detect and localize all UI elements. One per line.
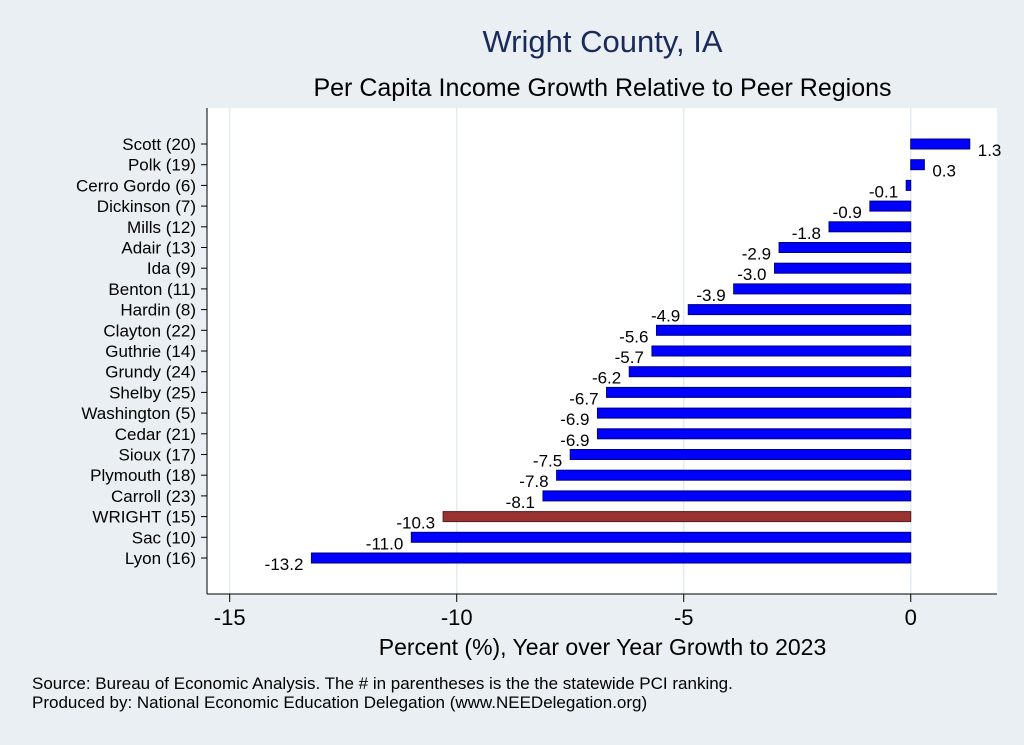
category-label: Adair (13) [121, 239, 196, 258]
value-label: -3.0 [737, 265, 766, 284]
category-label: Polk (19) [128, 156, 196, 175]
x-tick-label: -5 [674, 605, 694, 630]
category-label: Guthrie (14) [105, 342, 196, 361]
value-label: -5.7 [615, 348, 644, 367]
bar [569, 449, 912, 460]
value-label: -6.9 [560, 410, 589, 429]
bars [310, 138, 971, 564]
value-label: -6.9 [560, 431, 589, 450]
bar [778, 242, 912, 253]
category-label: Cerro Gordo (6) [76, 176, 196, 195]
bar [655, 324, 912, 336]
x-tick-label: -10 [441, 605, 473, 630]
value-label: -8.1 [506, 493, 535, 512]
value-label: -0.1 [869, 182, 898, 201]
category-label: Sac (10) [132, 528, 196, 547]
category-label: Cedar (21) [115, 425, 196, 444]
category-label: Ida (9) [147, 259, 196, 278]
bar [556, 469, 912, 481]
value-label: -13.2 [265, 555, 304, 574]
bar [910, 138, 971, 150]
value-label: 1.3 [978, 141, 1002, 160]
bar [905, 179, 912, 191]
category-label: Benton (11) [108, 280, 196, 299]
category-label: WRIGHT (15) [92, 508, 196, 527]
bar [596, 407, 912, 419]
bar [687, 304, 912, 316]
x-ticks: -15 -10 -5 0 [214, 594, 917, 630]
category-label: Shelby (25) [109, 383, 196, 402]
chart-title: Wright County, IA [482, 24, 723, 59]
bar [542, 490, 912, 502]
value-label: -3.9 [696, 286, 725, 305]
bar [910, 159, 925, 171]
category-label: Plymouth (18) [90, 466, 196, 485]
bar [733, 283, 912, 295]
category-label: Grundy (24) [105, 363, 196, 382]
value-label: -4.9 [651, 307, 680, 326]
value-label: -1.8 [792, 224, 821, 243]
category-label: Sioux (17) [119, 446, 196, 465]
bar [869, 200, 912, 212]
category-label: Carroll (23) [111, 487, 196, 506]
producer-note: Produced by: National Economic Education… [32, 693, 648, 712]
value-label: -7.5 [533, 452, 562, 471]
value-label: -6.7 [569, 389, 598, 408]
bar [410, 531, 912, 543]
category-label: Scott (20) [122, 135, 196, 154]
category-label: Mills (12) [127, 218, 196, 237]
bar [606, 386, 912, 398]
bar [596, 428, 912, 440]
x-axis-label: Percent (%), Year over Year Growth to 20… [378, 634, 827, 660]
value-label: 0.3 [932, 162, 956, 181]
bar [651, 345, 912, 357]
bar [628, 366, 912, 378]
source-note: Source: Bureau of Economic Analysis. The… [32, 674, 733, 693]
value-label: -11.0 [366, 534, 404, 553]
bar [774, 262, 912, 274]
x-tick-label: 0 [905, 605, 917, 630]
value-label: -10.3 [396, 514, 435, 533]
category-label: Lyon (16) [125, 549, 196, 568]
bar [310, 552, 912, 564]
value-label: -2.9 [742, 245, 771, 264]
category-label: Hardin (8) [120, 301, 196, 320]
value-labels: 1.3 0.3 -0.1 -0.9 -1.8 -2.9-3.0 -3.9 -4.9-5.6 -5… [265, 141, 1002, 574]
bar [828, 221, 912, 233]
bar [442, 511, 912, 523]
value-label: -7.8 [519, 472, 548, 491]
value-label: -0.9 [833, 203, 862, 222]
category-label: Clayton (22) [103, 321, 196, 340]
value-label: -6.2 [592, 369, 621, 388]
category-label: Dickinson (7) [97, 197, 196, 216]
x-tick-label: -15 [214, 605, 246, 630]
chart-subtitle: Per Capita Income Growth Relative to Pee… [313, 74, 892, 102]
category-labels: Scott (20) Polk (19)Cerro Gordo (6) Dickin… [76, 135, 207, 568]
value-label: -5.6 [619, 327, 648, 346]
category-label: Washington (5) [81, 404, 196, 423]
